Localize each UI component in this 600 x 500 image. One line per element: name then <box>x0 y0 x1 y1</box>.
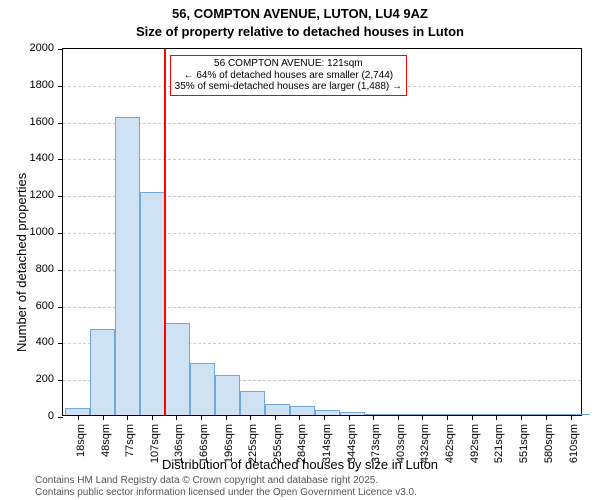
credits-line1: Contains HM Land Registry data © Crown c… <box>35 475 417 487</box>
chart-title-line2: Size of property relative to detached ho… <box>0 24 600 39</box>
credits-line2: Contains public sector information licen… <box>35 487 417 499</box>
histogram-bar <box>440 414 465 415</box>
x-tick-mark <box>299 415 300 420</box>
histogram-bar <box>315 410 340 415</box>
x-tick-mark <box>103 415 104 420</box>
x-tick-mark <box>201 415 202 420</box>
gridline-h <box>63 159 581 160</box>
histogram-bar <box>190 363 215 415</box>
histogram-bar <box>290 406 315 415</box>
histogram-bar <box>215 375 240 415</box>
histogram-bar <box>490 414 515 415</box>
x-tick-mark <box>422 415 423 420</box>
x-tick-mark <box>349 415 350 420</box>
property-marker-line <box>164 49 166 415</box>
y-tick-mark <box>58 123 63 124</box>
histogram-bar <box>165 323 190 415</box>
x-tick-mark <box>324 415 325 420</box>
y-tick-mark <box>58 307 63 308</box>
y-tick-mark <box>58 417 63 418</box>
histogram-bar <box>90 329 115 415</box>
y-axis-label: Number of detached properties <box>14 173 29 352</box>
x-tick-mark <box>250 415 251 420</box>
credits: Contains HM Land Registry data © Crown c… <box>35 475 417 498</box>
x-tick-mark <box>176 415 177 420</box>
chart-title-line1: 56, COMPTON AVENUE, LUTON, LU4 9AZ <box>0 6 600 21</box>
histogram-bar <box>115 117 140 415</box>
x-tick-mark <box>398 415 399 420</box>
y-tick-mark <box>58 343 63 344</box>
histogram-bar <box>565 414 590 415</box>
gridline-h <box>63 123 581 124</box>
y-tick-mark <box>58 196 63 197</box>
x-tick-mark <box>571 415 572 420</box>
y-tick-mark <box>58 49 63 50</box>
y-tick-mark <box>58 233 63 234</box>
y-tick-mark <box>58 380 63 381</box>
x-tick-mark <box>521 415 522 420</box>
histogram-bar <box>390 414 415 415</box>
plot-area: 56 COMPTON AVENUE: 121sqm← 64% of detach… <box>62 48 582 416</box>
y-tick-mark <box>58 270 63 271</box>
annotation-box: 56 COMPTON AVENUE: 121sqm← 64% of detach… <box>170 55 407 96</box>
histogram-bar <box>340 412 365 415</box>
histogram-bar <box>540 414 565 415</box>
y-tick-mark <box>58 159 63 160</box>
x-tick-mark <box>472 415 473 420</box>
x-tick-mark <box>275 415 276 420</box>
histogram-bar <box>415 414 440 415</box>
x-tick-mark <box>127 415 128 420</box>
histogram-bar <box>65 408 90 415</box>
x-tick-mark <box>78 415 79 420</box>
histogram-bar <box>240 391 265 415</box>
x-tick-mark <box>546 415 547 420</box>
annotation-line1: 56 COMPTON AVENUE: 121sqm <box>175 58 402 70</box>
histogram-bar <box>365 414 390 415</box>
y-tick-mark <box>58 86 63 87</box>
annotation-line3: 35% of semi-detached houses are larger (… <box>175 81 402 93</box>
annotation-line2: ← 64% of detached houses are smaller (2,… <box>175 70 402 82</box>
histogram-bar <box>515 414 540 415</box>
x-tick-mark <box>496 415 497 420</box>
x-tick-mark <box>447 415 448 420</box>
x-tick-mark <box>152 415 153 420</box>
histogram-bar <box>465 414 490 415</box>
x-tick-mark <box>373 415 374 420</box>
histogram-bar <box>140 192 165 415</box>
histogram-bar <box>265 404 290 415</box>
x-tick-mark <box>226 415 227 420</box>
